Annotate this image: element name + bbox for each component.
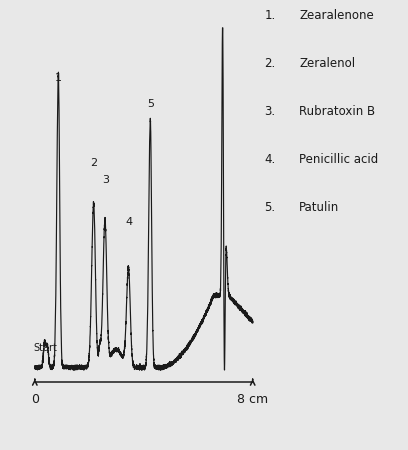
Text: 1.: 1. — [265, 9, 276, 22]
Text: 3.: 3. — [265, 105, 276, 118]
Text: Patulin: Patulin — [299, 201, 339, 214]
Text: Start: Start — [34, 343, 58, 353]
Text: 5.: 5. — [265, 201, 276, 214]
Text: Zeralenol: Zeralenol — [299, 57, 355, 70]
Text: Zearalenone: Zearalenone — [299, 9, 374, 22]
Text: Rubratoxin B: Rubratoxin B — [299, 105, 375, 118]
Text: 1: 1 — [55, 73, 62, 83]
Text: Penicillic acid: Penicillic acid — [299, 153, 379, 166]
Text: 4: 4 — [125, 217, 132, 227]
Text: 5: 5 — [147, 99, 154, 109]
Text: 4.: 4. — [265, 153, 276, 166]
Text: 3: 3 — [102, 175, 109, 184]
Text: 8 cm: 8 cm — [237, 392, 268, 405]
Text: 2: 2 — [90, 158, 97, 168]
Text: 0: 0 — [31, 392, 39, 405]
Text: 2.: 2. — [265, 57, 276, 70]
